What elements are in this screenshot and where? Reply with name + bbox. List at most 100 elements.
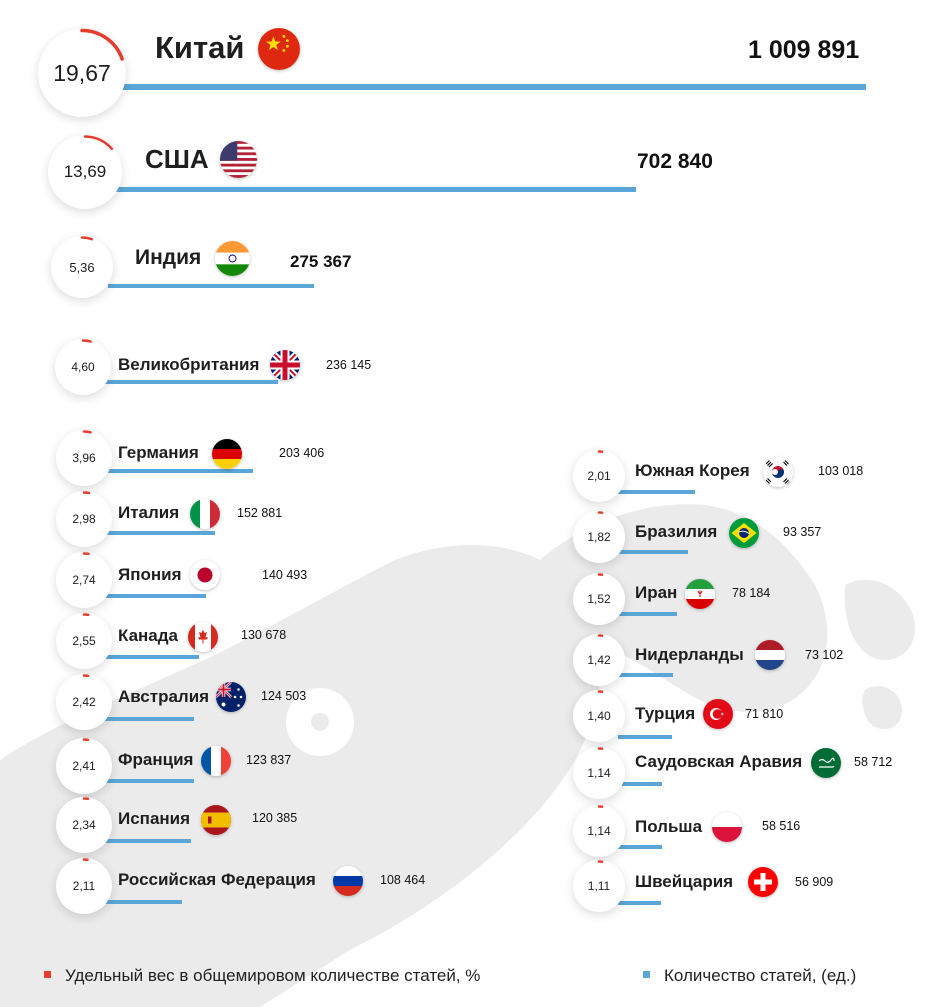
share-value: 2,74: [72, 573, 96, 587]
articles-value: 108 464: [380, 872, 426, 887]
share-value: 19,67: [53, 59, 111, 86]
share-arc: [80, 28, 124, 61]
share-circle: 2,41: [56, 738, 112, 794]
usa-flag-icon: [220, 141, 257, 178]
country-label: Южная Корея: [635, 460, 750, 480]
country-label: Австралия: [118, 686, 210, 706]
country-label: Великобритания: [118, 354, 260, 374]
share-arc-svg: [80, 236, 93, 241]
italy-flag-icon: [190, 499, 220, 529]
share-value: 1,42: [587, 653, 611, 667]
share-circle: 1,14: [573, 805, 625, 857]
articles-value: 120 385: [252, 810, 298, 825]
legend-share-label: Удельный вес в общемировом количестве ст…: [65, 966, 481, 985]
share-circle: 1,11: [573, 860, 625, 912]
articles-value: 152 881: [237, 505, 283, 520]
france-flag-icon: [201, 746, 231, 776]
share-circle: 3,96: [56, 430, 112, 486]
russia-flag-icon: [333, 866, 363, 896]
spain-flag-icon: [201, 805, 231, 835]
share-value: 2,11: [72, 879, 96, 893]
share-circle: 2,11: [56, 858, 112, 914]
saudi-arabia-flag-icon: [811, 748, 841, 778]
country-label: Китай: [155, 30, 245, 66]
articles-bar: [618, 550, 688, 554]
articles-value: 236 145: [326, 357, 372, 372]
articles-bar: [101, 380, 278, 384]
articles-bar: [110, 187, 637, 192]
country-label: Швейцария: [635, 871, 734, 891]
share-circle: 2,34: [56, 797, 112, 853]
share-arc-svg: [82, 797, 90, 801]
articles-bar: [110, 84, 866, 90]
country-label: Нидерланды: [635, 644, 744, 664]
south-korea-flag-icon: [763, 457, 793, 487]
articles-value: 93 357: [783, 524, 822, 539]
share-value: 1,40: [587, 709, 611, 723]
netherlands-flag-icon: [755, 640, 785, 670]
country-label: Польша: [635, 816, 703, 836]
share-value: 1,14: [587, 766, 611, 780]
articles-value: 203 406: [279, 445, 325, 460]
country-label: Канада: [118, 625, 179, 645]
share-circle: 1,52: [573, 573, 625, 625]
share-circle: 2,55: [56, 613, 112, 669]
share-circle: 2,42: [56, 674, 112, 730]
germany-flag-icon: [212, 439, 242, 469]
articles-bar: [618, 612, 677, 616]
country-label: Российская Федерация: [118, 869, 316, 889]
share-value: 2,34: [72, 818, 96, 832]
country-label: Индия: [135, 246, 202, 270]
share-arc-svg: [597, 805, 604, 808]
articles-bar: [108, 284, 315, 288]
china-flag-icon: [258, 28, 300, 70]
share-arc-svg: [597, 511, 604, 514]
share-value: 2,41: [72, 759, 96, 773]
country-label: Испания: [118, 808, 191, 828]
share-value: 1,11: [587, 879, 611, 893]
share-arc: [81, 339, 92, 343]
country-label: Турция: [635, 703, 696, 723]
share-circle: 2,01: [573, 450, 625, 502]
articles-bar: [101, 655, 199, 659]
switzerland-flag-icon: [748, 867, 778, 897]
share-arc: [83, 135, 114, 151]
share-value: 2,42: [72, 695, 96, 709]
share-arc-svg: [82, 552, 90, 556]
articles-bar: [618, 735, 672, 739]
country-label: Саудовская Аравия: [635, 751, 803, 771]
articles-bar: [101, 839, 192, 843]
legend-articles: Количество статей, (ед.): [643, 966, 856, 986]
poland-flag-icon: [712, 812, 742, 842]
share-value: 1,14: [587, 824, 611, 838]
articles-value: 124 503: [261, 688, 307, 703]
articles-value: 1 009 891: [748, 36, 860, 64]
articles-bar: [618, 490, 696, 494]
turkey-flag-icon: [703, 699, 733, 729]
share-arc-svg: [80, 28, 124, 61]
share-circle: 1,42: [573, 634, 625, 686]
share-arc-svg: [597, 747, 604, 750]
legend-share-marker: [44, 971, 51, 979]
share-arc-svg: [597, 634, 604, 637]
articles-value: 56 909: [795, 874, 834, 889]
articles-value: 702 840: [637, 150, 713, 174]
share-circle: 2,98: [56, 491, 112, 547]
country-label: Иран: [635, 582, 678, 602]
share-circle: 2,74: [56, 552, 112, 608]
country-label: Франция: [118, 749, 194, 769]
uk-flag-icon: [270, 350, 300, 380]
share-value: 3,96: [72, 451, 96, 465]
articles-value: 275 367: [290, 251, 352, 271]
articles-bar: [101, 594, 207, 598]
articles-bar: [101, 717, 195, 721]
share-arc: [80, 236, 93, 241]
share-arc-svg: [82, 430, 92, 434]
articles-value: 73 102: [805, 647, 844, 662]
brazil-flag-icon: [729, 518, 759, 548]
articles-value: 58 516: [762, 818, 801, 833]
articles-bar: [618, 901, 661, 905]
legend-articles-marker: [643, 971, 650, 979]
india-flag-icon: [215, 241, 250, 276]
